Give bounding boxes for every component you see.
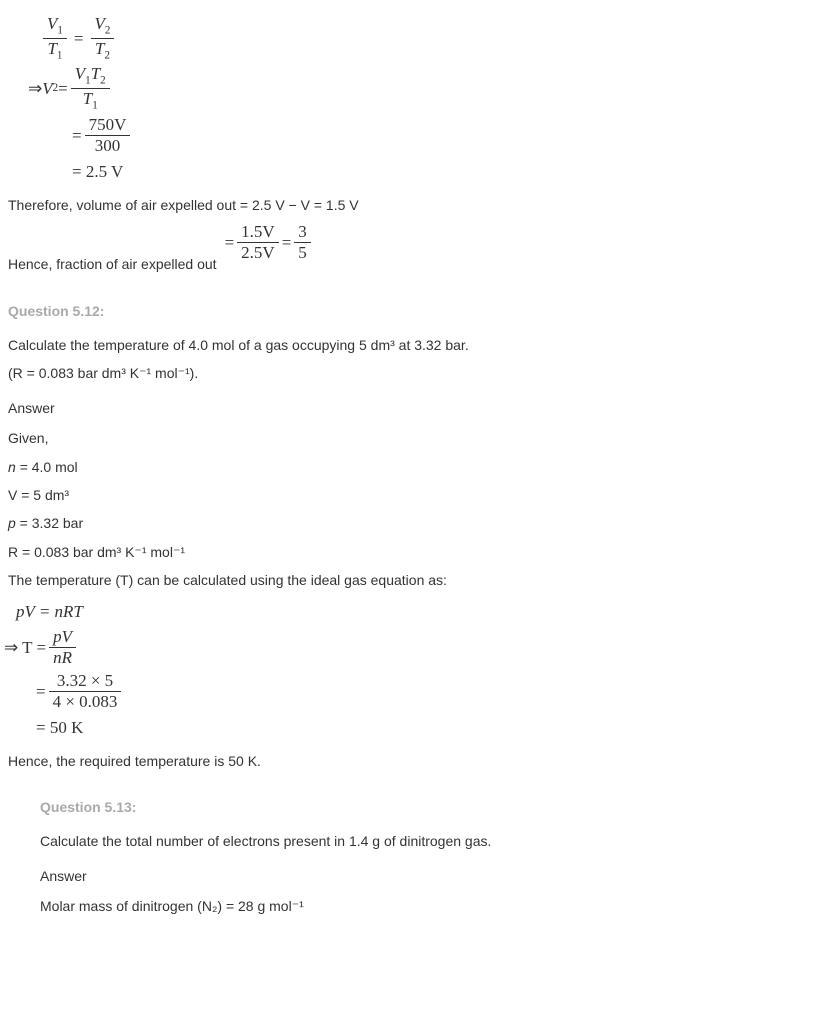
q12-desc: The temperature (T) can be calculated us…: [8, 569, 820, 591]
eq3-line-3: = 3.32 × 54 × 0.083: [36, 671, 820, 713]
ideal-gas-derivation: pV = nRT ⇒ T = pVnR = 3.32 × 54 × 0.083 …: [16, 598, 820, 742]
eq-line-4: = 2.5 V: [72, 158, 820, 185]
eq3-line-4: = 50 K: [36, 714, 820, 741]
q12-answer-label: Answer: [8, 397, 820, 419]
q12-v: V = 5 dm³: [8, 484, 820, 506]
fraction-expelled-row: Hence, fraction of air expelled out = 1.…: [8, 222, 820, 276]
question-5-13-title: Question 5.13:: [40, 796, 820, 818]
eq3-line-2: ⇒ T = pVnR: [4, 627, 820, 669]
q12-question: Calculate the temperature of 4.0 mol of …: [8, 334, 820, 356]
eq-line-3: = 750V 300: [72, 115, 820, 157]
eq-line-2: ⇒ V2 = V1T2 T1: [28, 64, 820, 112]
q12-n: n n = 4.0 mol= 4.0 mol: [8, 456, 820, 478]
q12-given-r: (R = 0.083 bar dm³ K⁻¹ mol⁻¹).: [8, 362, 820, 384]
q13-answer-label: Answer: [40, 865, 820, 887]
expelled-volume-text: Therefore, volume of air expelled out = …: [8, 194, 820, 216]
eq3-line-1: pV = nRT: [16, 598, 820, 625]
charles-law-derivation: V1 T1 = V2 T2 ⇒ V2 = V1T2 T1 = 750V 300 …: [40, 14, 820, 186]
question-5-12-title: Question 5.12:: [8, 300, 820, 322]
q13-question: Calculate the total number of electrons …: [40, 830, 820, 852]
q12-given: Given,: [8, 427, 820, 449]
q12-conclusion: Hence, the required temperature is 50 K.: [8, 750, 820, 772]
q13-molar: Molar mass of dinitrogen (N₂) = 28 g mol…: [40, 895, 820, 917]
eq-line-1: V1 T1 = V2 T2: [40, 14, 820, 62]
q12-p: p = 3.32 barp = 3.32 bar: [8, 512, 820, 534]
q12-r: R = 0.083 bar dm³ K⁻¹ mol⁻¹: [8, 541, 820, 563]
